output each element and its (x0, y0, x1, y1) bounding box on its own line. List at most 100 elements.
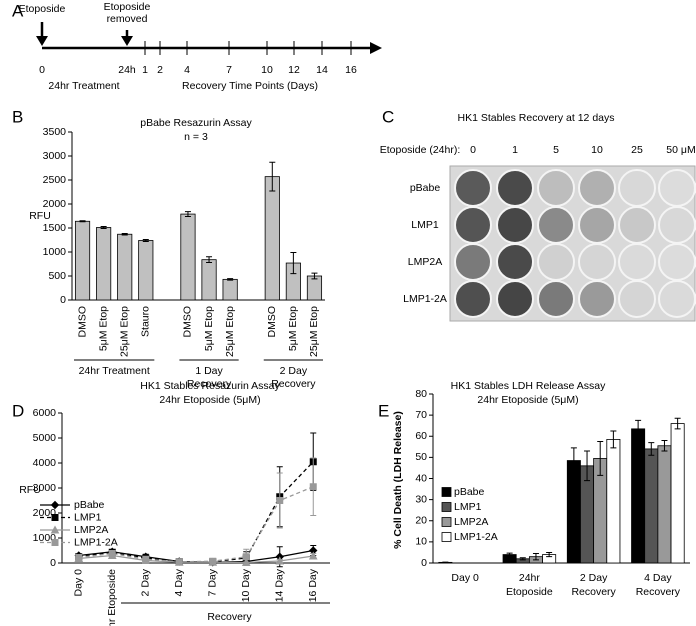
error-bar (570, 447, 577, 474)
x-tick-label: 16 Day (307, 568, 319, 602)
well (618, 243, 656, 281)
x-tick-label: DMSO (266, 306, 278, 338)
point (142, 555, 150, 563)
timeline-tick-label: 10 (261, 64, 273, 76)
plate-column-label: 5 (553, 144, 559, 156)
bar (606, 439, 621, 564)
chart-title: HK1 Stables LDH Release Assay (451, 380, 606, 392)
error-bar (311, 272, 318, 280)
well (618, 169, 656, 207)
x-tick-label: 5μM Etop (287, 306, 299, 351)
error-bar (206, 256, 213, 264)
y-tick-label: 40 (415, 472, 427, 484)
panel-label: E (378, 401, 389, 420)
timeline-tick-label: 1 (142, 64, 148, 76)
x-tick-label: Recovery (571, 586, 616, 598)
series-line (78, 461, 314, 563)
chart-title: pBabe Resazurin Assay (140, 117, 252, 129)
well (496, 243, 534, 281)
plate-column-header: Etoposide (24hr): (380, 144, 461, 156)
well (454, 206, 492, 244)
legend-swatch (441, 532, 452, 542)
legend-label: LMP2A (454, 516, 488, 528)
bar (644, 448, 659, 564)
event-label: removed (107, 13, 148, 25)
bar (222, 278, 238, 301)
legend-label: LMP1-2A (454, 531, 498, 543)
y-tick-label: 1000 (33, 532, 57, 544)
group-label: 2 Day (280, 365, 308, 377)
x-tick-label: 25μM Etop (118, 306, 130, 357)
plate-column-label: 25 (631, 144, 643, 156)
x-tick-label: 4 Day (644, 572, 672, 584)
x-tick-label: Recovery (636, 586, 681, 598)
error-bar (584, 450, 591, 482)
well (658, 280, 696, 318)
bar (631, 428, 646, 564)
error-bar (121, 233, 128, 236)
plate-row-label: pBabe (410, 182, 441, 194)
legend-label: LMP2A (74, 524, 108, 536)
error-bar (674, 417, 681, 430)
group-label: Recovery (271, 378, 316, 390)
timeline-tick-label: 2 (157, 64, 163, 76)
point (275, 556, 285, 565)
y-tick-label: 1000 (43, 246, 67, 258)
point (75, 554, 83, 561)
x-tick-label: 2 Day (140, 568, 152, 596)
point (308, 551, 318, 560)
well (496, 206, 534, 244)
legend-marker (51, 514, 59, 521)
timeline-tick-label: 12 (288, 64, 300, 76)
plate-row-label: LMP1-2A (403, 293, 447, 305)
error-bar (290, 251, 297, 275)
legend-swatch (441, 517, 452, 527)
well (618, 206, 656, 244)
timeline-tick-label: 0 (39, 64, 45, 76)
y-tick-label: 0 (60, 294, 66, 306)
y-tick-label: 50 (415, 451, 427, 463)
y-tick-label: 2000 (43, 198, 67, 210)
y-tick-label: 70 (415, 409, 427, 421)
x-tick-label: 24hr Etoposide (106, 569, 118, 626)
panel-label: D (12, 401, 24, 420)
error-bar (506, 552, 513, 557)
y-tick-label: 500 (48, 270, 66, 282)
well (537, 169, 575, 207)
panel-label: A (12, 1, 24, 20)
well (578, 280, 616, 318)
event-arrowhead (36, 36, 48, 46)
y-axis-label: RFU (29, 210, 51, 222)
bar (117, 233, 133, 301)
error-bar (142, 239, 149, 242)
well (496, 169, 534, 207)
bar (306, 275, 323, 301)
y-tick-label: 2500 (43, 174, 67, 186)
error-bar (597, 441, 604, 476)
y-axis-label: % Cell Death (LDH Release) (392, 411, 404, 549)
group-label: 1 Day (195, 365, 223, 377)
x-tick-label: 2 Day (580, 572, 608, 584)
series-line (78, 554, 314, 564)
x-tick-label: 14 Day (274, 568, 286, 602)
legend-label: pBabe (454, 486, 485, 498)
group-label: 24hr Treatment (79, 365, 150, 377)
error-bar (79, 220, 86, 223)
well (578, 206, 616, 244)
chart-subtitle: 24hr Etoposide (5μM) (477, 394, 578, 406)
event-label: Etoposide (19, 3, 66, 15)
event-label: Etoposide (104, 1, 151, 13)
x-tick-label: DMSO (182, 306, 194, 338)
panel-label: C (382, 107, 394, 126)
legend-label: pBabe (74, 499, 105, 511)
error-bar (184, 211, 191, 217)
y-tick-label: 3500 (43, 126, 67, 138)
y-tick-label: 20 (415, 515, 427, 527)
well (618, 280, 656, 318)
well (658, 206, 696, 244)
bar (657, 445, 672, 564)
plate-column-label: 50 μM (666, 144, 695, 156)
x-tick-label: 5μM Etop (203, 306, 215, 351)
y-tick-label: 2000 (33, 507, 57, 519)
